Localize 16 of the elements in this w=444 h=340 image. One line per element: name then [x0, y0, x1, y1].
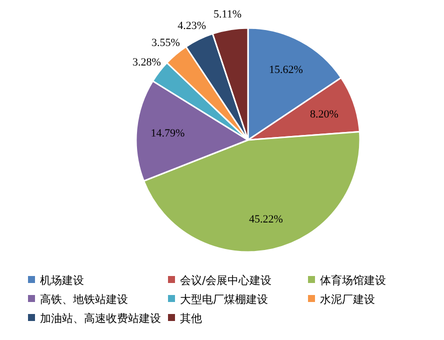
data-label: 3.55% [151, 36, 180, 49]
data-label: 14.79% [150, 128, 185, 140]
legend-label: 其他 [180, 312, 202, 325]
legend-label: 体育场馆建设 [320, 274, 386, 287]
data-label: 5.11% [214, 8, 242, 21]
data-label: 3.28% [132, 56, 161, 69]
legend-label: 大型电厂煤棚建设 [180, 293, 268, 306]
data-label: 15.62% [269, 64, 303, 76]
data-label: 4.23% [178, 20, 206, 32]
legend-label: 加油站、高速收费站建设 [40, 312, 161, 325]
legend-label: 水泥厂建设 [320, 293, 375, 306]
data-label: 8.20% [310, 108, 338, 121]
legend-label: 会议/会展中心建设 [180, 274, 272, 287]
legend-label: 高铁、地铁站建设 [40, 293, 128, 306]
data-label: 45.22% [248, 214, 283, 226]
legend-label: 机场建设 [40, 274, 84, 287]
